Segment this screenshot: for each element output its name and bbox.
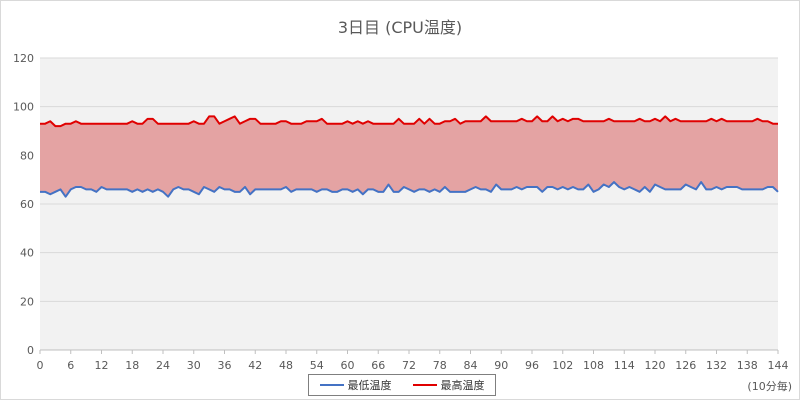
y-tick-label: 40	[20, 247, 34, 260]
x-tick-label: 126	[675, 359, 696, 372]
x-tick-label: 138	[737, 359, 758, 372]
x-tick-label: 114	[614, 359, 635, 372]
x-tick-label: 30	[187, 359, 201, 372]
x-tick-label: 48	[279, 359, 293, 372]
series-line-min	[40, 181, 779, 198]
x-tick-label: 24	[156, 359, 170, 372]
x-tick-label: 0	[37, 359, 44, 372]
y-tick-label: 60	[20, 198, 34, 211]
legend-item-min: 最低温度	[319, 377, 392, 393]
x-tick-label: 12	[95, 359, 109, 372]
x-tick-label: 42	[248, 359, 262, 372]
y-tick-label: 0	[27, 344, 34, 357]
legend-swatch-min	[319, 384, 344, 386]
x-tick-label: 78	[433, 359, 447, 372]
x-unit-label: (10分毎)	[747, 380, 792, 393]
x-tick-label: 96	[525, 359, 539, 372]
x-tick-label: 6	[67, 359, 74, 372]
chart-title: 3日目 (CPU温度)	[337, 18, 463, 37]
x-tick-label: 60	[341, 359, 355, 372]
legend-label-max: 最高温度	[440, 379, 485, 392]
x-tick-label: 36	[218, 359, 232, 372]
x-tick-label: 144	[768, 359, 789, 372]
y-tick-label: 80	[20, 149, 34, 162]
y-tick-label: 20	[20, 295, 34, 308]
x-tick-label: 72	[402, 359, 416, 372]
legend-item-max: 最高温度	[412, 377, 485, 393]
x-tick-label: 84	[464, 359, 478, 372]
x-tick-label: 18	[125, 359, 139, 372]
x-tick-label: 108	[583, 359, 604, 372]
x-tick-label: 132	[706, 359, 727, 372]
legend: 最低温度 最高温度	[308, 374, 496, 396]
legend-label-min: 最低温度	[347, 379, 392, 392]
series-line-max	[40, 115, 778, 128]
x-tick-label: 66	[371, 359, 385, 372]
x-tick-label: 90	[494, 359, 508, 372]
x-tick-label: 54	[310, 359, 324, 372]
y-tick-label: 100	[13, 101, 34, 114]
x-tick-label: 120	[645, 359, 666, 372]
legend-swatch-max	[412, 384, 437, 386]
x-tick-label: 102	[552, 359, 573, 372]
y-tick-label: 120	[13, 52, 34, 65]
temperature-band-area	[40, 116, 778, 197]
